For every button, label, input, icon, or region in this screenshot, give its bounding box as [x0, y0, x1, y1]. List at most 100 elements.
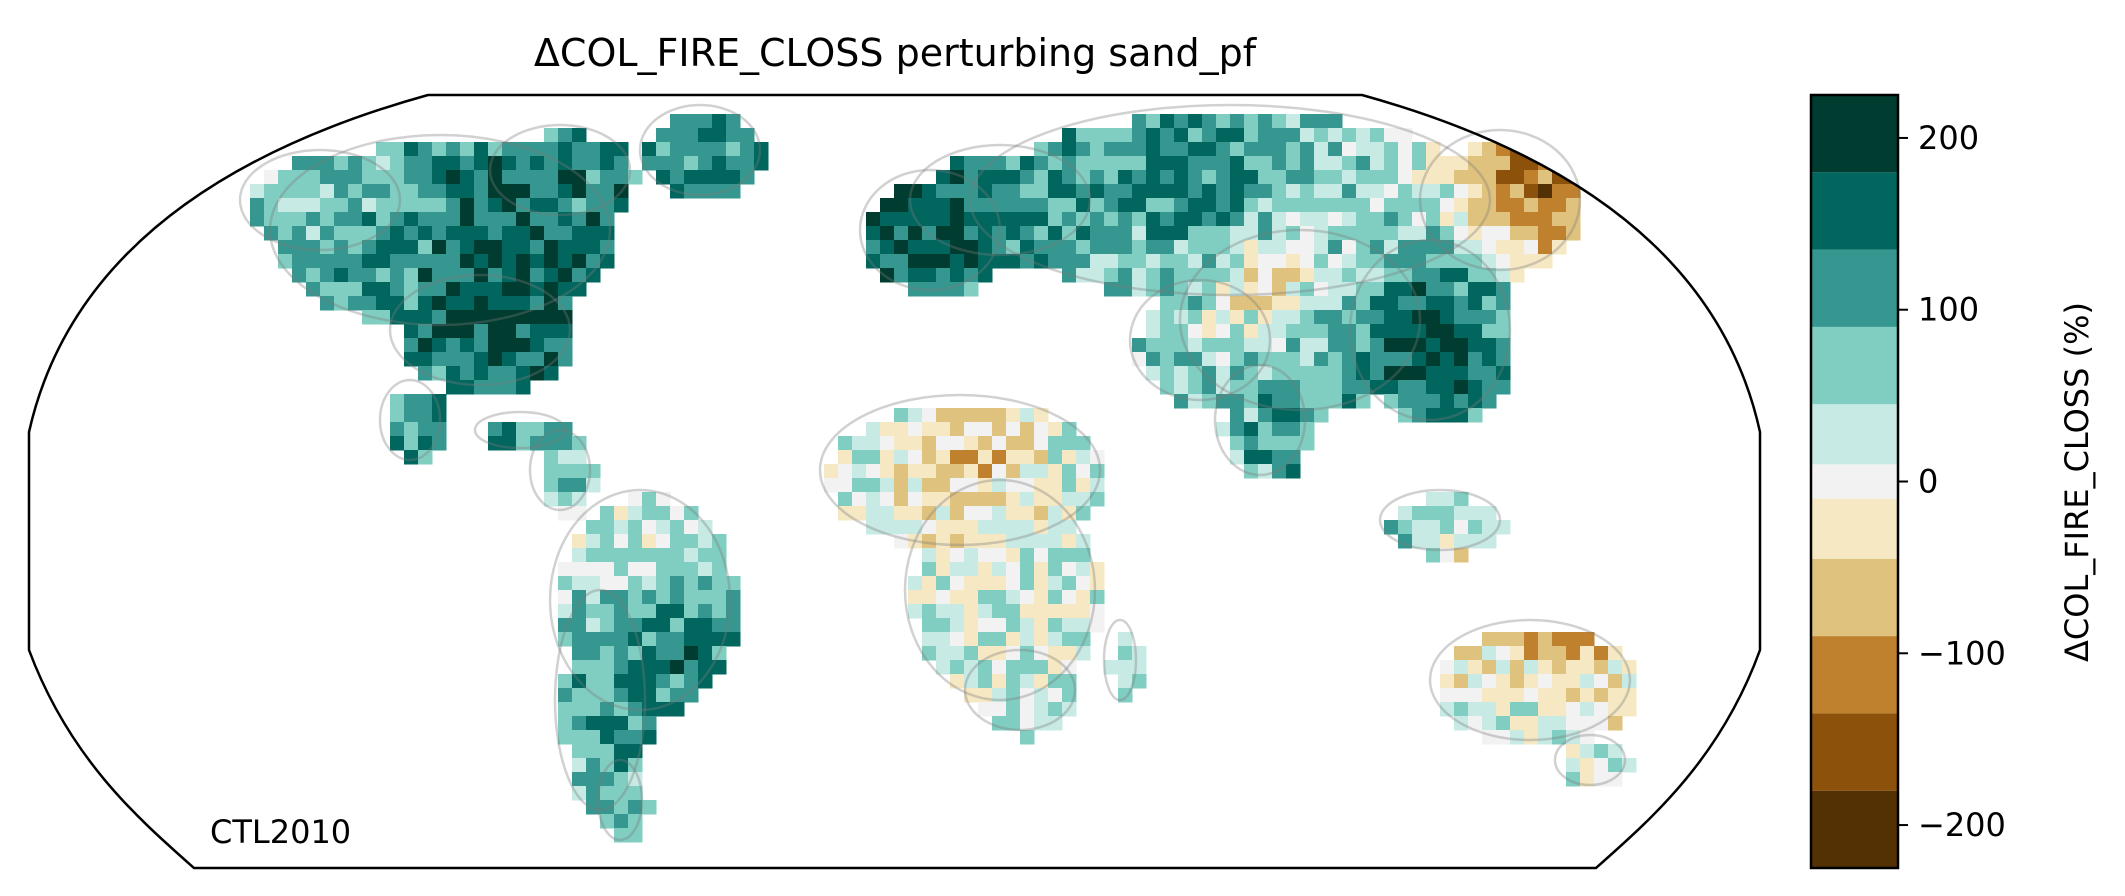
data-cell [502, 198, 517, 213]
data-cell [1076, 170, 1091, 185]
data-cell [936, 520, 951, 535]
data-cell [936, 590, 951, 605]
data-cell [1090, 464, 1105, 479]
data-cell [1062, 576, 1077, 591]
data-cell [432, 226, 447, 241]
data-cell [950, 590, 965, 605]
data-cell [1426, 268, 1441, 283]
data-cell [922, 534, 937, 549]
data-cell [950, 548, 965, 563]
data-cell [1076, 576, 1091, 591]
data-cell [1566, 212, 1581, 227]
data-cell [1328, 366, 1343, 381]
data-cell [1342, 380, 1357, 395]
data-cell [1510, 716, 1525, 731]
data-cell [1230, 170, 1245, 185]
data-cell [376, 156, 391, 171]
data-cell [1300, 282, 1315, 297]
data-cell [712, 562, 727, 577]
data-cell [334, 184, 349, 199]
data-cell [992, 170, 1007, 185]
data-cell [992, 716, 1007, 731]
data-cell [586, 240, 601, 255]
data-cell [544, 254, 559, 269]
data-cell [474, 198, 489, 213]
data-cell [1020, 226, 1035, 241]
coastline-segment [528, 428, 592, 512]
data-cell [1230, 128, 1245, 143]
data-cell [1230, 450, 1245, 465]
data-cell [1202, 240, 1217, 255]
data-cell [950, 226, 965, 241]
data-cell [978, 520, 993, 535]
data-cell [1202, 380, 1217, 395]
data-cell [1426, 226, 1441, 241]
data-cell [936, 618, 951, 633]
data-cell [1202, 310, 1217, 325]
data-cell [1258, 310, 1273, 325]
data-cell [1020, 240, 1035, 255]
data-cell [1118, 170, 1133, 185]
data-cell [488, 422, 503, 437]
coastline-segment [1213, 363, 1307, 477]
data-cell [572, 716, 587, 731]
data-cell [1622, 758, 1637, 773]
data-cell [432, 352, 447, 367]
data-cell [334, 156, 349, 171]
data-cell [1062, 646, 1077, 661]
data-cell [614, 828, 629, 843]
data-cell [1454, 296, 1469, 311]
data-cell [1132, 338, 1147, 353]
data-cell [1048, 646, 1063, 661]
data-cell [1244, 296, 1259, 311]
data-cell [894, 450, 909, 465]
data-cell [558, 324, 573, 339]
data-cell [1132, 226, 1147, 241]
data-cell [1020, 660, 1035, 675]
data-cell [1258, 114, 1273, 129]
data-cell [894, 492, 909, 507]
data-cell [390, 296, 405, 311]
data-cell [1580, 744, 1595, 759]
data-cell [1244, 184, 1259, 199]
data-cell [1230, 142, 1245, 157]
data-cell [922, 268, 937, 283]
data-cell [698, 646, 713, 661]
data-cell [432, 296, 447, 311]
data-cell [964, 492, 979, 507]
data-cell [1356, 324, 1371, 339]
data-cell [978, 450, 993, 465]
data-cell [936, 604, 951, 619]
data-cell [1496, 716, 1511, 731]
data-cell [572, 492, 587, 507]
data-cell [628, 814, 643, 829]
data-cell [614, 520, 629, 535]
data-cell [278, 170, 293, 185]
data-cell [1216, 212, 1231, 227]
data-cell [1188, 296, 1203, 311]
data-cell [1272, 282, 1287, 297]
data-cell [866, 212, 881, 227]
data-cell [544, 366, 559, 381]
data-cell [1482, 184, 1497, 199]
data-cell [1370, 212, 1385, 227]
data-cell [670, 618, 685, 633]
data-cell [1230, 338, 1245, 353]
data-cell [1062, 492, 1077, 507]
data-cell [1090, 156, 1105, 171]
data-cell [1314, 114, 1329, 129]
data-cell [950, 534, 965, 549]
data-cell [922, 212, 937, 227]
data-cell [586, 618, 601, 633]
data-cell [1328, 156, 1343, 171]
data-cell [600, 240, 615, 255]
colorbar-band [1811, 636, 1898, 714]
data-cell [1454, 660, 1469, 675]
colorbar-tick-label: 100 [1918, 291, 1979, 329]
data-cell [992, 436, 1007, 451]
data-cell [1034, 450, 1049, 465]
data-cell [992, 590, 1007, 605]
data-cell [1286, 128, 1301, 143]
data-cell [460, 380, 475, 395]
coastline-segment [388, 273, 572, 387]
